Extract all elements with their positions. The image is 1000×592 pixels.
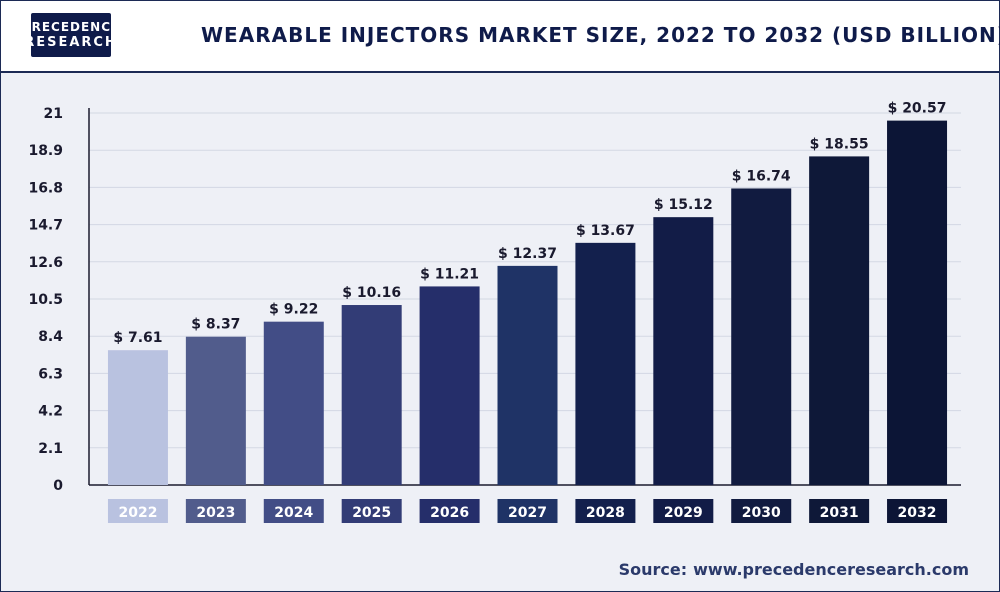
data-label: $ 13.67 [576,223,635,239]
bar [419,286,480,485]
x-tick-label: 2023 [196,505,235,521]
y-tick-label: 18.9 [28,143,63,159]
category-box [497,499,558,523]
chart-title: WEARABLE INJECTORS MARKET SIZE, 2022 TO … [201,23,1000,47]
x-tick-label: 2022 [118,505,157,521]
source-label: Source: [618,560,688,579]
company-logo: PRECEDENCE RESEARCH [22,13,119,57]
data-label: $ 7.61 [113,330,162,346]
bar [263,321,324,485]
x-tick-label: 2031 [820,505,859,521]
y-tick-label: 12.6 [28,255,63,271]
data-label: $ 11.21 [420,266,479,282]
category-box [653,499,714,523]
data-label: $ 8.37 [191,317,240,333]
logo-line-1: PRECEDENCE [21,20,121,34]
source-url[interactable]: www.precedenceresearch.com [693,560,969,579]
bar [185,336,246,485]
y-tick-label: 21 [44,106,63,122]
x-tick-label: 2027 [508,505,547,521]
category-box [731,499,792,523]
data-label: $ 20.57 [888,101,947,117]
y-tick-label: 6.3 [38,366,63,382]
category-box [809,499,870,523]
bar [575,242,636,485]
data-label: $ 15.12 [654,197,713,213]
category-box [887,499,948,523]
x-tick-label: 2029 [664,505,703,521]
category-box [263,499,324,523]
y-tick-label: 2.1 [38,441,63,457]
category-box [185,499,246,523]
x-tick-label: 2030 [742,505,781,521]
y-tick-label: 14.7 [28,218,63,234]
bar-chart: 0 2.1 4.2 6.3 8.4 10.5 12.6 14.7 16.8 18.9 21 $ 7.6… [28,101,961,523]
x-tick-label: 2025 [352,505,391,521]
bar [497,265,558,485]
logo-line-2: RESEARCH [24,35,118,50]
category-box [107,499,168,523]
data-label: $ 16.74 [732,168,791,184]
data-label: $ 10.16 [342,285,401,301]
bar [341,305,402,485]
x-tick-label: 2032 [898,505,937,521]
bar [653,217,714,485]
data-label: $ 18.55 [810,136,869,152]
y-tick-label: 0 [53,478,63,494]
data-label: $ 9.22 [269,302,318,318]
header: PRECEDENCE RESEARCH WEARABLE INJECTORS M… [1,1,1000,73]
x-tick-label: 2024 [274,505,313,521]
x-tick-label: 2026 [430,505,469,521]
source-note: Source: www.precedenceresearch.com [619,560,969,579]
y-tick-label: 10.5 [28,292,63,308]
bar [809,156,870,485]
bar [887,120,948,486]
bar [731,188,792,485]
category-box [419,499,480,523]
chart-area: 0 2.1 4.2 6.3 8.4 10.5 12.6 14.7 16.8 18.9 21 $ 7.6… [1,73,999,591]
category-box [575,499,636,523]
data-label: $ 12.37 [498,246,557,262]
bar [107,350,168,485]
category-box [341,499,402,523]
y-tick-label: 8.4 [38,329,63,345]
y-tick-label: 16.8 [28,180,63,196]
y-tick-label: 4.2 [38,404,63,420]
x-tick-label: 2028 [586,505,625,521]
